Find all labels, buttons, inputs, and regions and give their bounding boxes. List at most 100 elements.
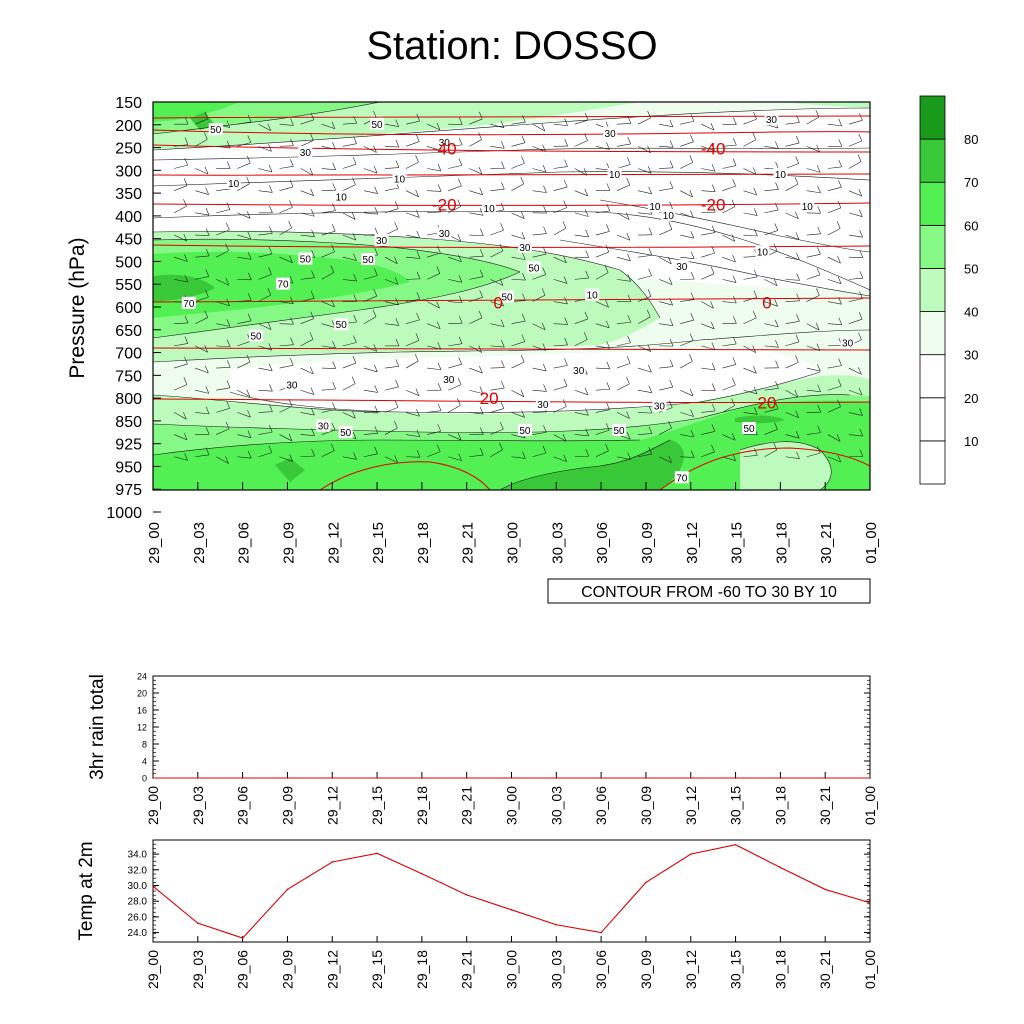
wind-barb-flag [836, 221, 841, 229]
x-tick-label: 30_00 [504, 950, 520, 989]
wind-barb-flag [458, 295, 463, 303]
wind-barb-flag [542, 144, 546, 152]
wind-barb-flag [606, 142, 610, 150]
wind-barb-flag [731, 234, 736, 242]
temp-x-axis: 29_00 29_03 29_06 29_09 29_12 29_15 29_18 29_21… [145, 936, 878, 989]
wind-barb [722, 256, 736, 263]
time-tick-label: 30_06 [594, 522, 611, 564]
x-tick-label: 29_18 [414, 786, 430, 825]
contour-line [499, 439, 671, 490]
wind-barb [216, 229, 230, 236]
wind-barb-flag [606, 382, 611, 390]
data-point [376, 852, 378, 855]
wind-barb-flag [647, 289, 652, 297]
wind-barb [848, 140, 862, 147]
wind-barb-flag [606, 361, 611, 369]
colorbar: 10 20 30 40 50 60 70 80 [919, 95, 978, 485]
wind-barb [553, 456, 567, 463]
wind-barb [532, 274, 546, 280]
wind-barb [384, 167, 399, 169]
wind-barb [258, 274, 272, 280]
fill-upper-70 [153, 102, 240, 122]
time-tick-label: 30_21 [818, 522, 835, 564]
wind-barb [659, 187, 673, 191]
wind-barb-flag [564, 296, 568, 305]
wind-barb-flag [794, 389, 799, 398]
wind-barb-flag [183, 233, 188, 242]
temp-line [153, 129, 870, 136]
wind-barb-flag [247, 135, 252, 143]
wind-barb-flag [626, 177, 631, 186]
wind-barb-flag [669, 379, 674, 388]
humidity-label: 30 [300, 148, 312, 159]
wind-barb-flag [626, 432, 631, 440]
wind-barb [785, 183, 799, 191]
wind-barb-flag [605, 443, 609, 451]
wind-barb-flag [374, 364, 378, 373]
wind-barb-flag [648, 446, 653, 455]
wind-barb [342, 234, 356, 241]
wind-barb-flag [458, 336, 463, 344]
wind-barb [363, 295, 377, 302]
humidity-label-bg [338, 426, 353, 439]
wind-barb [174, 164, 188, 169]
wind-barb [173, 206, 187, 214]
wind-barb-flag [310, 209, 315, 217]
wind-barb-flag [415, 155, 419, 163]
wind-barb-flag [543, 205, 547, 214]
data-point [824, 777, 826, 779]
wind-barb-flag [352, 355, 357, 364]
time-tick-label: 30_09 [639, 522, 656, 564]
wind-barb [406, 434, 420, 438]
wind-barb-flag [183, 412, 187, 420]
contour-line [153, 147, 870, 161]
wind-barb-flag [374, 268, 378, 276]
time-tick-label: 29_12 [325, 522, 342, 564]
wind-barb [406, 299, 420, 302]
wind-barb [553, 365, 568, 369]
wind-barb [553, 166, 568, 169]
wind-barb-flag [753, 366, 757, 374]
wind-barb-flag [501, 360, 505, 368]
wind-barb [300, 119, 315, 125]
wind-barb [258, 367, 273, 372]
wind-barb [806, 452, 821, 458]
wind-barb-flag [563, 200, 567, 208]
wind-barb-flag [311, 229, 315, 237]
wind-barb [258, 190, 273, 193]
wind-barb [321, 230, 336, 236]
wind-barb-flag [604, 265, 609, 273]
wind-barb-flag [226, 222, 230, 231]
wind-barb [806, 367, 821, 372]
wind-barb-flag [689, 388, 694, 397]
wind-barb [427, 451, 441, 458]
contour-info-frame [547, 578, 871, 604]
wind-barb [595, 388, 610, 391]
humidity-label: 30 [573, 366, 585, 377]
wind-barb [532, 452, 547, 458]
wind-barb-flag [752, 167, 757, 175]
wind-barb-flag [627, 315, 632, 323]
contour-line [153, 107, 870, 151]
wind-barb-flag [437, 383, 442, 391]
wind-barb-flag [267, 287, 272, 296]
wind-barb-flag [479, 386, 484, 394]
wind-barb [384, 456, 398, 463]
wind-barb [258, 146, 272, 152]
humidity-label: 50 [501, 292, 513, 303]
wind-barb [637, 254, 652, 258]
wind-barb-flag [648, 268, 652, 276]
humidity-label: 30 [318, 422, 330, 433]
chart-title: Station: DOSSO [366, 24, 658, 68]
wind-barb [553, 207, 567, 214]
wind-barb [595, 146, 610, 150]
wind-barb-flag [753, 269, 758, 278]
wind-barb-flag [817, 206, 822, 214]
wind-barb-flag [332, 381, 336, 390]
wind-barb [237, 341, 251, 347]
wind-barb-flag [521, 313, 526, 322]
humidity-label-bg [482, 202, 497, 215]
wind-barb-flag [352, 232, 357, 241]
main-x-axis: 29_00 29_03 29_06 29_09 29_12 29_15 29_18 29_21… [146, 482, 880, 564]
